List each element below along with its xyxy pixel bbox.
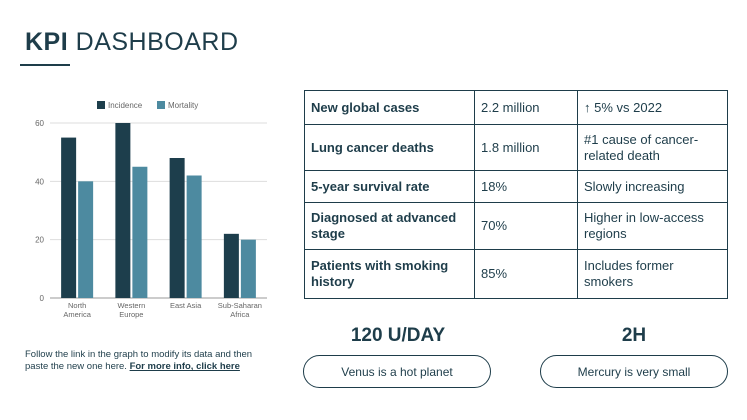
- kpi-note: Slowly increasing: [577, 170, 728, 203]
- kpi-table: New global cases 2.2 million ↑ 5% vs 202…: [304, 90, 728, 299]
- more-info-link[interactable]: For more info, click here: [129, 361, 240, 372]
- bar-incidence: [169, 158, 185, 298]
- table-row: New global cases 2.2 million ↑ 5% vs 202…: [304, 90, 728, 125]
- legend-label: Incidence: [108, 101, 143, 110]
- y-tick-label: 20: [35, 236, 44, 245]
- legend-label: Mortality: [168, 101, 198, 110]
- note-text: Follow the link in the graph to modify i…: [25, 349, 253, 372]
- table-row: Lung cancer deaths 1.8 million #1 cause …: [304, 124, 728, 171]
- bar-incidence: [115, 123, 131, 298]
- stat-value-time: 2H: [621, 325, 647, 346]
- kpi-value: 70%: [474, 202, 578, 250]
- kpi-value: 85%: [474, 249, 578, 299]
- table-row: Patients with smoking history 85% Includ…: [304, 249, 728, 299]
- title-bold: KPI: [25, 28, 69, 56]
- kpi-label: Lung cancer deaths: [304, 124, 475, 171]
- table-row: Diagnosed at advanced stage 70% Higher i…: [304, 202, 728, 250]
- y-tick-label: 40: [35, 177, 44, 186]
- x-tick-label: Africa: [230, 310, 250, 319]
- legend-swatch: [157, 101, 165, 109]
- page-title: KPI DASHBOARD: [25, 28, 239, 57]
- kpi-value: 1.8 million: [474, 124, 578, 171]
- x-tick-label: East Asia: [170, 301, 202, 310]
- kpi-note: ↑ 5% vs 2022: [577, 90, 728, 125]
- title-underline: [20, 64, 70, 66]
- kpi-value: 18%: [474, 170, 578, 203]
- kpi-label: Diagnosed at advanced stage: [304, 202, 475, 250]
- kpi-value: 2.2 million: [474, 90, 578, 125]
- bar-mortality: [240, 239, 256, 298]
- kpi-note: Includes former smokers: [577, 249, 728, 299]
- y-tick-label: 0: [40, 294, 45, 303]
- bar-incidence: [223, 233, 239, 298]
- x-tick-label: North: [68, 301, 86, 310]
- x-tick-label: America: [63, 310, 91, 319]
- table-row: 5-year survival rate 18% Slowly increasi…: [304, 170, 728, 203]
- kpi-note: Higher in low-access regions: [577, 202, 728, 250]
- x-tick-label: Europe: [119, 310, 143, 319]
- y-tick-label: 60: [35, 119, 44, 128]
- kpi-label: 5-year survival rate: [304, 170, 475, 203]
- x-tick-label: Western: [117, 301, 145, 310]
- kpi-note: #1 cause of cancer-related death: [577, 124, 728, 171]
- legend-swatch: [97, 101, 105, 109]
- bar-incidence: [61, 137, 77, 298]
- kpi-label: Patients with smoking history: [304, 249, 475, 299]
- caption-pill-venus: Venus is a hot planet: [303, 355, 491, 388]
- stat-value-rate: 120 U/DAY: [350, 325, 446, 346]
- title-rest: DASHBOARD: [75, 28, 239, 56]
- chart-note: Follow the link in the graph to modify i…: [25, 349, 265, 373]
- kpi-label: New global cases: [304, 90, 475, 125]
- x-tick-label: Sub-Saharan: [218, 301, 262, 310]
- caption-pill-mercury: Mercury is very small: [540, 355, 728, 388]
- bar-mortality: [78, 181, 94, 298]
- bar-mortality: [132, 166, 148, 298]
- bar-mortality: [186, 175, 202, 298]
